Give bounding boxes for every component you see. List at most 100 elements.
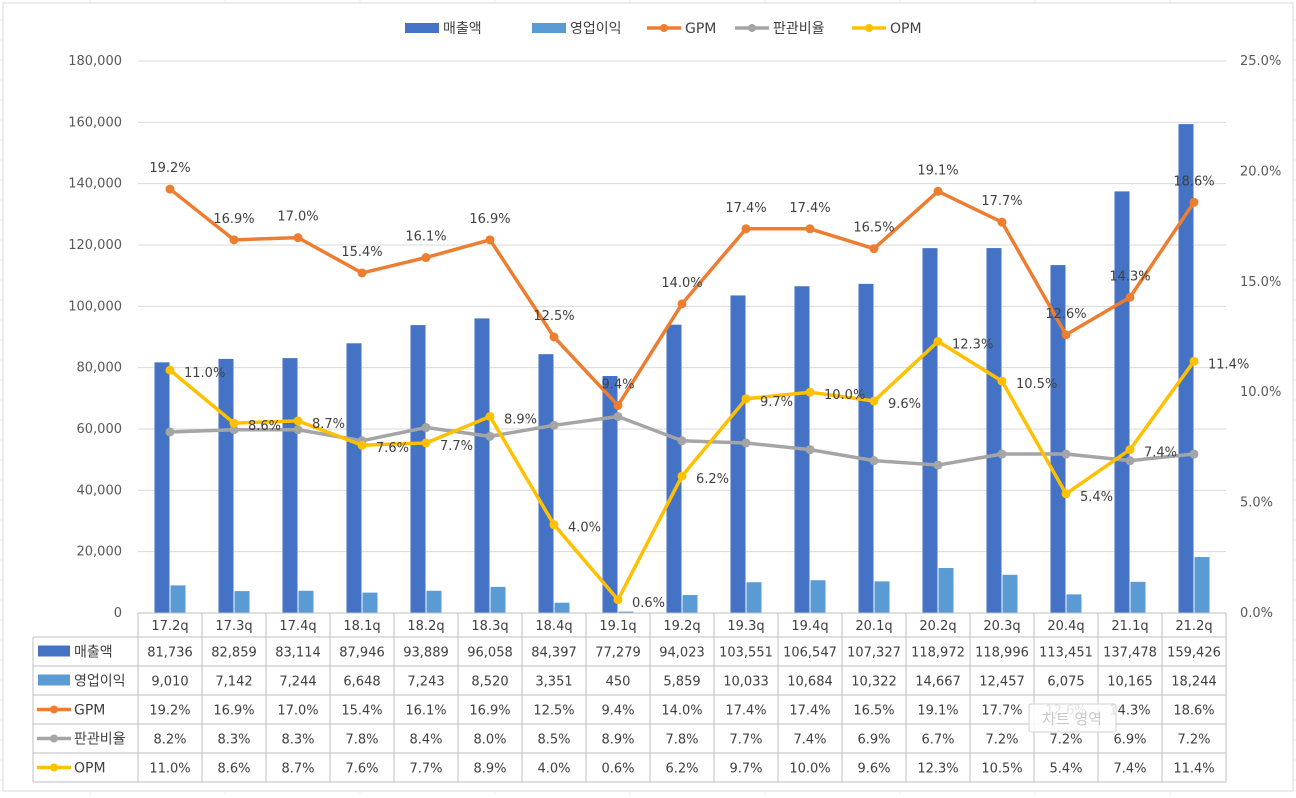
point-gpm	[933, 186, 943, 196]
table-cell-opm: 5.4%	[1049, 762, 1082, 777]
data-labels: 19.2% 16.9% 17.0% 15.4% 16.1% 16.9% 12.5% 9.4% 1…	[149, 161, 1249, 611]
table-cell-operating-profit: 6,075	[1047, 675, 1084, 690]
opm-data-label: 9.6%	[888, 397, 921, 412]
table-cell-revenue: 118,996	[975, 646, 1029, 661]
point-gpm	[1189, 197, 1199, 207]
opm-data-label: 8.7%	[312, 417, 345, 432]
opm-data-label: 10.0%	[824, 388, 865, 403]
table-cell-gpm: 16.9%	[213, 704, 254, 719]
bar-revenue	[1114, 191, 1130, 613]
legend: 매출액 영업이익 GPM 판관비율 OPM	[405, 21, 922, 37]
point-gpm	[357, 268, 367, 278]
legend-opm-label: OPM	[890, 21, 922, 37]
table-cell-revenue: 103,551	[719, 646, 773, 661]
table-cell-operating-profit: 3,351	[535, 675, 572, 690]
table-cell-sga-ratio: 6.9%	[857, 733, 890, 748]
y-right-tick-label: 25.0%	[1240, 54, 1281, 69]
table-cell-sga-ratio: 6.9%	[1113, 733, 1146, 748]
table-row-label-gpm: GPM	[74, 703, 105, 719]
table-key-marker-gpm	[50, 705, 58, 714]
opm-data-label: 5.4%	[1080, 490, 1113, 505]
table-cell-sga-ratio: 8.3%	[217, 733, 250, 748]
point-opm	[613, 595, 623, 605]
point-gpm	[805, 224, 815, 234]
table-cell-operating-profit: 450	[606, 675, 631, 690]
table-cell-sga-ratio: 6.7%	[921, 733, 954, 748]
table-cell-opm: 12.3%	[917, 762, 958, 777]
point-gpm	[613, 400, 623, 410]
table-cell-sga-ratio: 7.8%	[345, 733, 378, 748]
category-label: 20.1q	[855, 619, 892, 634]
opm-data-label: 7.7%	[440, 439, 473, 454]
table-cell-sga-ratio: 8.5%	[537, 733, 570, 748]
table-cell-revenue: 93,889	[403, 646, 449, 661]
point-gpm	[677, 299, 687, 309]
opm-data-label: 6.2%	[696, 472, 729, 487]
y-left-tick-label: 120,000	[68, 238, 122, 253]
watermark-label: 차트 영역	[1042, 710, 1102, 728]
category-label: 18.2q	[407, 619, 444, 634]
category-label: 19.4q	[791, 619, 828, 634]
point-sga-ratio	[1125, 456, 1135, 466]
table-cell-sga-ratio: 7.2%	[985, 733, 1018, 748]
point-sga-ratio	[869, 456, 879, 466]
bar-operating-profit	[618, 611, 634, 613]
data-table: 17.2q 17.3q 17.4q 18.1q 18.2q 18.3q 18.4q 19.1q…	[32, 612, 1227, 783]
point-gpm	[1125, 292, 1135, 302]
gpm-data-label: 17.4%	[725, 201, 766, 216]
point-sga-ratio	[997, 449, 1007, 459]
table-cell-gpm: 14.3%	[1109, 704, 1150, 719]
table-cell-revenue: 84,397	[531, 646, 577, 661]
y-axis-left: 0 20,000 40,000 60,000 80,000 100,000 120,000 1…	[68, 54, 122, 621]
table-cell-revenue: 77,279	[595, 646, 641, 661]
y-right-tick-label: 10.0%	[1240, 385, 1281, 400]
category-label: 18.3q	[471, 619, 508, 634]
table-row-label-operating-profit: 영업이익	[74, 674, 126, 690]
bar-revenue	[602, 376, 618, 613]
table-cell-operating-profit: 8,520	[471, 675, 508, 690]
gpm-data-label: 15.4%	[341, 245, 382, 260]
table-cell-sga-ratio: 8.0%	[473, 733, 506, 748]
point-sga-ratio	[677, 436, 687, 446]
table-cell-opm: 9.6%	[857, 762, 890, 777]
table-cell-gpm: 17.4%	[789, 704, 830, 719]
table-cell-sga-ratio: 8.4%	[409, 733, 442, 748]
y-axis-right: 0.0% 5.0% 10.0% 15.0% 20.0% 25.0%	[1240, 54, 1281, 621]
y-left-tick-label: 100,000	[68, 299, 122, 314]
bar-operating-profit	[1066, 594, 1082, 613]
opm-data-label: 8.6%	[248, 419, 281, 434]
table-cell-opm: 11.0%	[149, 762, 190, 777]
gpm-data-label: 16.1%	[405, 230, 446, 245]
table-cell-gpm: 17.0%	[277, 704, 318, 719]
table-cell-sga-ratio: 7.2%	[1177, 733, 1210, 748]
point-gpm	[1061, 330, 1071, 340]
point-gpm	[165, 184, 175, 194]
table-cell-sga-ratio: 8.3%	[281, 733, 314, 748]
point-gpm	[229, 235, 239, 245]
point-sga-ratio	[549, 420, 559, 430]
y-right-tick-label: 0.0%	[1240, 606, 1273, 621]
gpm-data-label: 12.6%	[1045, 307, 1086, 322]
point-gpm	[869, 244, 879, 254]
bar-operating-profit	[810, 580, 826, 613]
point-opm	[933, 336, 943, 346]
point-sga-ratio	[1189, 449, 1199, 459]
bar-revenue	[986, 248, 1002, 614]
y-left-tick-label: 60,000	[77, 422, 123, 437]
table-cell-sga-ratio: 8.9%	[601, 733, 634, 748]
point-opm	[293, 416, 303, 426]
y-left-tick-label: 80,000	[77, 361, 123, 376]
table-cell-opm: 10.0%	[789, 762, 830, 777]
table-cell-revenue: 113,451	[1039, 646, 1093, 661]
gpm-data-label: 16.9%	[469, 212, 510, 227]
y-left-tick-label: 180,000	[68, 54, 122, 69]
legend-opm-marker	[865, 24, 873, 32]
table-cell-operating-profit: 12,457	[979, 675, 1025, 690]
table-cell-revenue: 106,547	[783, 646, 837, 661]
table-cell-opm: 4.0%	[537, 762, 570, 777]
point-opm	[1189, 356, 1199, 366]
point-opm	[997, 376, 1007, 386]
category-label: 17.4q	[279, 619, 316, 634]
